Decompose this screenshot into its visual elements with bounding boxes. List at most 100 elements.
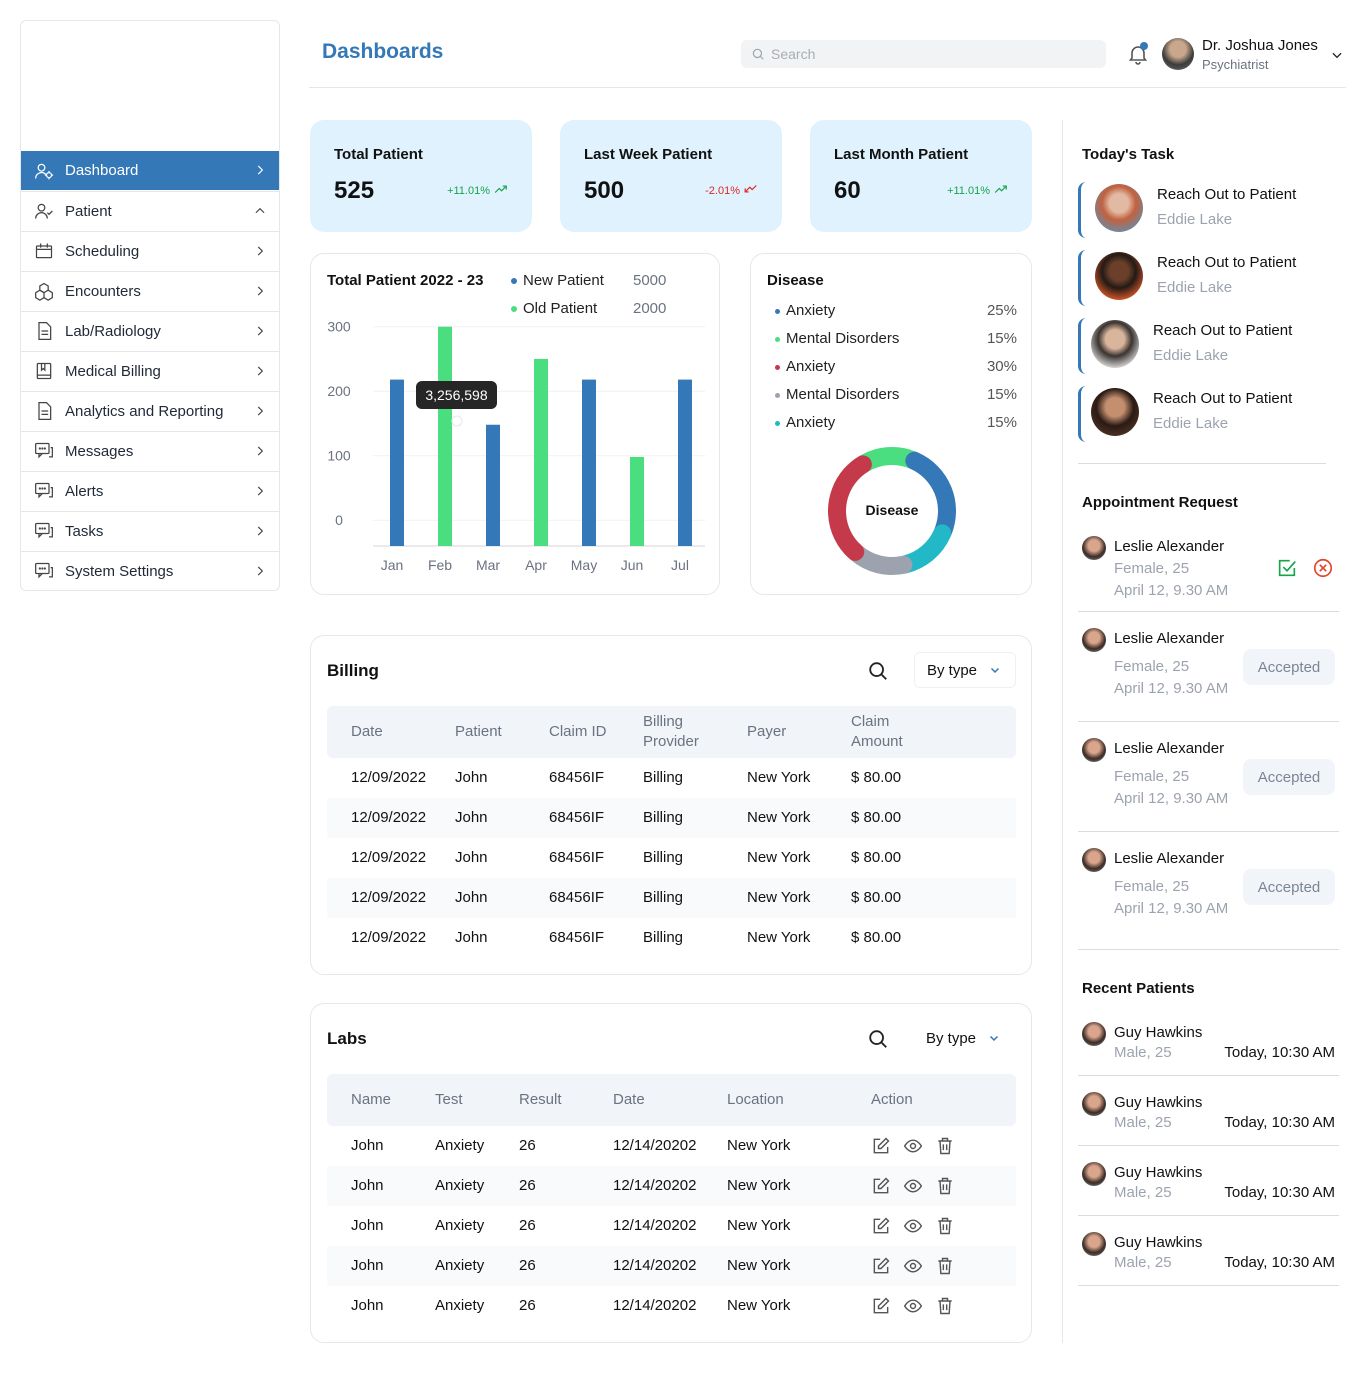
notification-bell-icon[interactable] (1126, 42, 1150, 66)
task-item[interactable]: Reach Out to Patient Eddie Lake (1078, 182, 1328, 238)
y-tick-label: 100 (327, 448, 351, 464)
recent-patient-time: Today, 10:30 AM (1224, 1184, 1335, 1201)
table-row[interactable]: John Anxiety 26 12/14/20202 New York (327, 1206, 1016, 1246)
donut-slice[interactable] (827, 446, 957, 576)
bar-jan[interactable] (390, 379, 404, 546)
table-row[interactable]: John Anxiety 26 12/14/20202 New York (327, 1286, 1016, 1326)
edit-icon[interactable] (871, 1256, 891, 1280)
table-row[interactable]: John Anxiety 26 12/14/20202 New York (327, 1246, 1016, 1286)
edit-icon[interactable] (871, 1216, 891, 1240)
task-item[interactable]: Reach Out to Patient Eddie Lake (1078, 318, 1328, 374)
recent-patient-item[interactable]: Guy Hawkins Male, 25 Today, 10:30 AM (1078, 1226, 1339, 1286)
table-row[interactable]: 12/09/2022 John 68456IF Billing New York $ 80… (327, 798, 1016, 838)
edit-icon[interactable] (871, 1176, 891, 1200)
delete-icon[interactable] (935, 1256, 955, 1280)
view-icon[interactable] (903, 1216, 923, 1240)
donut-slice[interactable] (827, 446, 957, 576)
sidebar-item-messages[interactable]: Messages (21, 431, 279, 470)
delete-icon[interactable] (935, 1176, 955, 1200)
sidebar-item-encounters[interactable]: Encounters (21, 271, 279, 310)
table-row[interactable]: 12/09/2022 John 68456IF Billing New York $ 80… (327, 918, 1016, 958)
labs-search-icon[interactable] (867, 1028, 889, 1055)
delete-icon[interactable] (935, 1216, 955, 1240)
table-row[interactable]: 12/09/2022 John 68456IF Billing New York $ 80… (327, 838, 1016, 878)
stat-value: 500 (584, 177, 625, 204)
avatar (1082, 1162, 1106, 1186)
billing-search-icon[interactable] (867, 660, 889, 687)
bar-apr[interactable] (534, 358, 548, 546)
reject-x-icon[interactable] (1312, 557, 1334, 584)
user-name: Dr. Joshua Jones (1202, 37, 1318, 54)
disease-name-text: Mental Disorders (786, 386, 900, 403)
sidebar-item-medical-billing[interactable]: Medical Billing (21, 351, 279, 390)
user-avatar[interactable] (1162, 38, 1194, 70)
sidebar-item-dashboard[interactable]: Dashboard (21, 151, 279, 190)
bar-may[interactable] (582, 379, 596, 546)
recent-patient-info: Male, 25 (1114, 1114, 1172, 1131)
stat-change: +11.01% (947, 183, 1008, 198)
bar-jun[interactable] (630, 456, 644, 546)
chat-icon (33, 560, 55, 582)
sidebar-item-alerts[interactable]: Alerts (21, 471, 279, 510)
accept-check-icon[interactable] (1276, 557, 1298, 584)
delete-icon[interactable] (935, 1136, 955, 1160)
table-column-header: Claim Amount (851, 713, 903, 750)
search-bar[interactable] (741, 40, 1106, 68)
task-item[interactable]: Reach Out to Patient Eddie Lake (1078, 386, 1328, 442)
recent-patient-info: Male, 25 (1114, 1044, 1172, 1061)
appointment-item: Leslie Alexander Female, 25 April 12, 9.30… (1078, 622, 1339, 722)
stat-title: Total Patient (334, 146, 423, 163)
stat-card: Total Patient 525 +11.01% (310, 120, 532, 232)
labs-filter-select[interactable]: By type (914, 1020, 1016, 1056)
recent-patient-item[interactable]: Guy Hawkins Male, 25 Today, 10:30 AM (1078, 1156, 1339, 1216)
view-icon[interactable] (903, 1256, 923, 1280)
recent-patient-item[interactable]: Guy Hawkins Male, 25 Today, 10:30 AM (1078, 1016, 1339, 1076)
billing-filter-select[interactable]: By type (914, 652, 1016, 688)
edit-icon[interactable] (871, 1296, 891, 1320)
view-icon[interactable] (903, 1176, 923, 1200)
donut-slice[interactable] (827, 446, 957, 576)
bar-jul[interactable] (678, 379, 692, 546)
table-row[interactable]: John Anxiety 26 12/14/20202 New York (327, 1126, 1016, 1166)
chat-icon (33, 440, 55, 462)
billing-title: Billing (327, 661, 379, 680)
table-cell: 68456IF (549, 809, 605, 826)
user-role: Psychiatrist (1202, 57, 1269, 72)
chevron-down-icon[interactable] (1330, 48, 1344, 67)
sidebar-item-analytics-and-reporting[interactable]: Analytics and Reporting (21, 391, 279, 430)
donut-center-label: Disease (865, 502, 919, 518)
chevron-right-icon (253, 163, 267, 177)
table-cell: 26 (519, 1217, 536, 1234)
table-row[interactable]: John Anxiety 26 12/14/20202 New York (327, 1166, 1016, 1206)
sidebar-item-system-settings[interactable]: System Settings (21, 551, 279, 590)
view-icon[interactable] (903, 1136, 923, 1160)
stat-change-label: +11.01% (947, 184, 990, 197)
table-row[interactable]: 12/09/2022 John 68456IF Billing New York $ 80… (327, 878, 1016, 918)
sidebar-item-patient[interactable]: Patient (21, 191, 279, 230)
sidebar-item-tasks[interactable]: Tasks (21, 511, 279, 550)
view-icon[interactable] (903, 1296, 923, 1320)
table-cell: New York (747, 889, 811, 906)
bar-mar[interactable] (486, 424, 500, 546)
legend-new-patient-value: 5000 (633, 272, 667, 289)
sidebar-item-scheduling[interactable]: Scheduling (21, 231, 279, 270)
sidebar-item-lab-radiology[interactable]: Lab/Radiology (21, 311, 279, 350)
sidebar-item-label: Messages (65, 442, 134, 460)
task-item[interactable]: Reach Out to Patient Eddie Lake (1078, 250, 1328, 306)
avatar (1082, 628, 1106, 652)
table-cell: New York (747, 929, 811, 946)
recent-patient-item[interactable]: Guy Hawkins Male, 25 Today, 10:30 AM (1078, 1086, 1339, 1146)
bar-feb[interactable] (438, 326, 452, 546)
search-input[interactable] (771, 46, 1071, 62)
bar-chart: 300 200 100 0 Jan Feb Mar Apr May Jun Jul 3,256,598 (327, 319, 705, 573)
table-cell: 68456IF (549, 889, 605, 906)
table-row[interactable]: 12/09/2022 John 68456IF Billing New York $ 80… (327, 758, 1016, 798)
task-title: Reach Out to Patient (1157, 254, 1297, 271)
total-patient-chart-card: Total Patient 2022 - 23 New Patient 5000… (310, 253, 720, 595)
delete-icon[interactable] (935, 1296, 955, 1320)
stat-title: Last Month Patient (834, 146, 969, 163)
disease-name-text: Anxiety (786, 302, 836, 319)
table-column-header: Action (871, 1091, 913, 1108)
sidebar-item-label: Medical Billing (65, 362, 161, 380)
edit-icon[interactable] (871, 1136, 891, 1160)
